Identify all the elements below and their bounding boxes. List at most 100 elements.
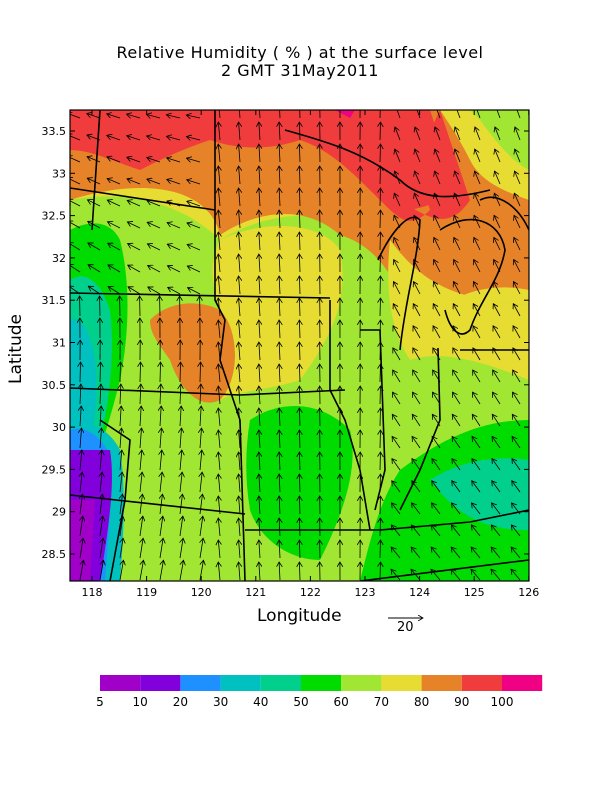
- wind-vector: [200, 538, 203, 559]
- wind-vector: [279, 518, 280, 537]
- wind-vector: [128, 287, 141, 295]
- wind-vector: [259, 386, 260, 405]
- wind-vector: [107, 135, 121, 141]
- map-title: Relative Humidity ( % ) at the surface l…: [116, 43, 484, 62]
- wind-vector: [100, 516, 103, 537]
- wind-vector: [451, 569, 461, 581]
- wind-vector: [79, 560, 83, 581]
- wind-vector: [259, 408, 260, 427]
- wind-vector: [279, 496, 280, 515]
- wind-vector: [431, 569, 441, 581]
- wind-vector: [186, 137, 201, 140]
- wind-vector: [415, 127, 421, 141]
- wind-vector: [100, 384, 101, 405]
- wind-vector: [455, 149, 461, 163]
- wind-vector: [259, 474, 260, 493]
- wind-vector: [414, 215, 421, 229]
- wind-vector: [218, 518, 220, 537]
- wind-vector: [120, 362, 121, 383]
- wind-vector: [218, 254, 220, 273]
- wind-vector: [299, 430, 300, 449]
- colorbar-swatch: [502, 675, 543, 691]
- wind-vector: [239, 210, 240, 229]
- wind-vector: [259, 452, 260, 471]
- wind-vector: [279, 386, 280, 405]
- wind-vector: [431, 547, 441, 559]
- y-tick-label: 32: [52, 252, 66, 265]
- wind-vector: [139, 560, 143, 581]
- wind-vector: [187, 223, 201, 229]
- wind-vector: [160, 538, 163, 559]
- wind-vector: [471, 547, 481, 559]
- wind-vector: [239, 166, 240, 185]
- wind-vector: [412, 392, 421, 405]
- wind-vector: [299, 298, 300, 317]
- wind-vector: [218, 386, 220, 405]
- wind-vector: [167, 266, 181, 273]
- wind-vector: [218, 210, 220, 229]
- wind-vector: [412, 481, 421, 493]
- wind-vector: [412, 414, 421, 427]
- wind-vector: [413, 348, 421, 361]
- wind-vector: [259, 144, 260, 163]
- wind-vector: [187, 201, 201, 207]
- wind-vector: [473, 304, 481, 317]
- wind-vector: [188, 288, 201, 295]
- wind-vector: [140, 538, 143, 559]
- wind-vector: [107, 179, 121, 185]
- wind-vector: [279, 210, 280, 229]
- wind-vector: [88, 286, 101, 295]
- wind-vector: [454, 215, 461, 229]
- wind-vector: [434, 260, 441, 273]
- y-tick-label: 33.5: [42, 125, 67, 138]
- wind-vector: [70, 200, 81, 207]
- wind-vector: [299, 254, 300, 273]
- wind-vector: [279, 430, 280, 449]
- wind-vector: [259, 320, 260, 339]
- wind-vector: [140, 494, 142, 515]
- wind-vector: [432, 414, 441, 427]
- wind-vector: [218, 298, 220, 317]
- wind-vector: [160, 472, 162, 493]
- colorbar-label: 10: [133, 695, 148, 709]
- wind-vector: [239, 188, 240, 207]
- wind-vector: [239, 452, 240, 471]
- wind-vector: [452, 503, 461, 515]
- wind-vector: [180, 538, 183, 559]
- wind-vector: [127, 114, 141, 118]
- wind-vector: [107, 200, 121, 207]
- wind-vector: [218, 562, 220, 581]
- wind-vector: [239, 540, 240, 559]
- wind-vector: [514, 237, 521, 251]
- wind-vector: [167, 179, 181, 185]
- colorbar-swatch: [381, 675, 422, 691]
- wind-vector: [218, 320, 220, 339]
- wind-vector: [120, 472, 122, 493]
- wind-vector: [160, 362, 161, 383]
- colorbar-swatch: [301, 675, 342, 691]
- colorbar-swatch: [341, 675, 382, 691]
- wind-vector: [259, 210, 260, 229]
- wind-vector: [259, 518, 260, 537]
- wind-vector: [279, 342, 280, 361]
- wind-vector: [80, 450, 82, 471]
- wind-vector: [218, 144, 220, 163]
- wind-vector: [299, 110, 301, 119]
- wind-vector: [394, 215, 401, 229]
- wind-vector: [411, 525, 421, 537]
- wind-vector: [239, 562, 240, 581]
- wind-vector: [414, 237, 421, 251]
- wind-vector: [513, 282, 521, 295]
- wind-vector: [512, 503, 521, 515]
- wind-vector: [392, 436, 401, 449]
- y-tick-label: 29: [52, 506, 66, 519]
- wind-vector: [474, 237, 481, 251]
- x-tick-label: 120: [191, 586, 212, 599]
- wind-vector: [512, 436, 521, 449]
- wind-vector: [472, 481, 481, 493]
- wind-vector: [218, 474, 220, 493]
- wind-vector: [492, 481, 501, 493]
- boundary-lines: [70, 110, 529, 581]
- wind-vector: [452, 481, 461, 493]
